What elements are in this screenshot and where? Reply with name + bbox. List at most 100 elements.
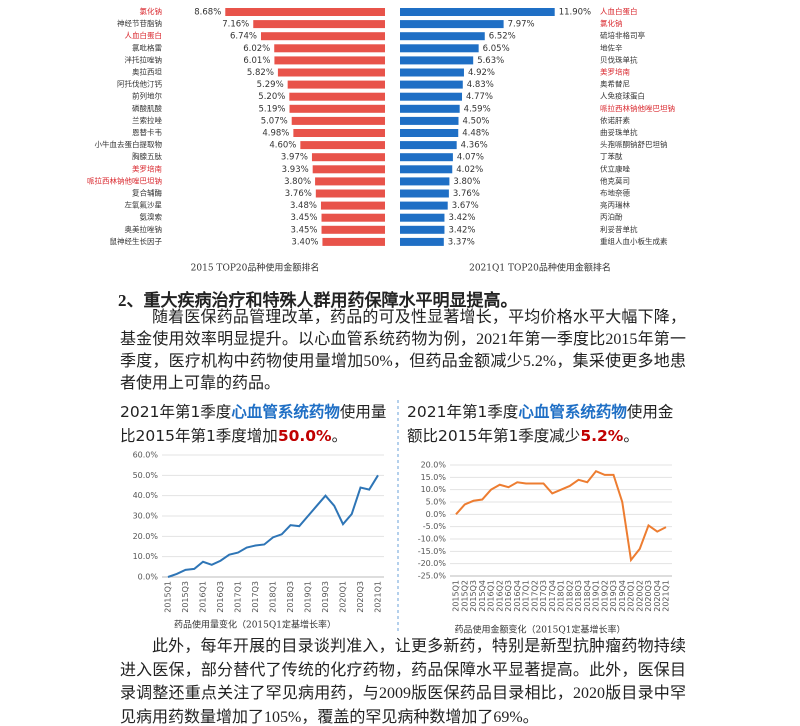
title-part: 。 <box>623 427 639 445</box>
value-label: 6.74% <box>230 32 257 42</box>
chart-caption: 药品使用量变化（2015Q1定基增长率） <box>174 619 336 631</box>
y-tick-label: 10.0% <box>133 552 159 561</box>
category-label: 伏立康唑 <box>600 163 630 173</box>
x-tick-label: 2020Q2 <box>635 580 644 612</box>
bar <box>274 44 385 53</box>
bar <box>400 225 445 234</box>
bar <box>320 201 385 210</box>
bar <box>400 153 453 162</box>
value-label: 3.42% <box>448 213 475 223</box>
value-label: 6.52% <box>489 32 516 42</box>
category-label: 复合辅酶 <box>132 188 162 198</box>
bar <box>400 20 504 29</box>
x-tick-label: 2020Q4 <box>653 580 662 612</box>
category-label: 依诺肝素 <box>600 115 630 125</box>
value-label: 4.77% <box>466 92 493 102</box>
paragraph: 此外，每年开展的目录谈判准入，让更多新药，特别是新型抗肿瘤药物持续进入医保，部分… <box>120 638 686 726</box>
category-label: 氯化钠 <box>600 18 623 28</box>
x-tick-label: 2015Q1 <box>164 581 173 613</box>
x-tick-label: 2016Q3 <box>216 581 225 613</box>
x-tick-label: 2018Q4 <box>583 580 592 612</box>
paragraph: 随着医保药品管理改革，药品的可及性显著增长，平均价格水平大幅下降，基金使用效率明… <box>120 309 686 392</box>
y-tick-label: 30.0% <box>133 512 159 521</box>
category-label: 贝伐珠单抗 <box>600 54 638 64</box>
value-label: 5.82% <box>247 68 274 78</box>
data-line <box>455 469 667 563</box>
category-label: 磷酸肌酸 <box>132 103 162 113</box>
bar <box>400 201 448 210</box>
x-tick-label: 2019Q3 <box>609 580 618 612</box>
y-tick-label: 20.0% <box>133 532 159 541</box>
y-tick-label: -15.0% <box>418 547 447 556</box>
y-tick-label: 0.0% <box>426 510 447 519</box>
category-label: 头孢哌酮钠舒巴坦钠 <box>600 139 668 149</box>
category-label: 小牛血去蛋白提取物 <box>95 139 163 149</box>
category-label: 左氧氟沙星 <box>125 200 163 210</box>
title-part: 50.0% <box>277 427 332 445</box>
value-label: 3.40% <box>291 237 318 247</box>
bar <box>400 8 555 16</box>
category-label: 兰索拉唑 <box>132 115 162 125</box>
x-tick-label: 2017Q1 <box>234 581 243 613</box>
bar <box>400 32 485 41</box>
bar <box>312 165 385 174</box>
title-part: 心血管系统药物 <box>518 403 627 421</box>
x-tick-label: 2017Q3 <box>251 581 260 613</box>
category-label: 丁苯酞 <box>600 151 623 161</box>
value-label: 4.50% <box>463 116 490 126</box>
category-label: 人免疫球蛋白 <box>600 91 645 101</box>
category-label: 泮托拉唑钠 <box>125 54 163 64</box>
category-label: 美罗培南 <box>132 163 162 173</box>
bar <box>287 80 385 89</box>
category-label: 氯化钠 <box>140 6 163 16</box>
bar <box>400 237 444 246</box>
value-label: 3.76% <box>453 189 480 199</box>
title-part: 5.2% <box>580 427 624 445</box>
x-tick-label: 2019Q2 <box>600 580 609 612</box>
chart-caption: 2015 TOP20品种使用金额排名 <box>191 262 320 274</box>
data-line <box>167 474 379 578</box>
bar <box>400 92 463 101</box>
bar <box>315 177 385 186</box>
category-label: 奥美拉唑钠 <box>125 224 163 234</box>
x-tick-label: 2015Q4 <box>478 580 487 612</box>
x-tick-label: 2020Q3 <box>644 580 653 612</box>
title-part: 心血管系统药物 <box>231 403 340 421</box>
x-tick-label: 2015Q3 <box>469 580 478 612</box>
bar <box>300 141 385 150</box>
x-tick-label: 2017Q2 <box>530 580 539 612</box>
y-tick-label: -5.0% <box>423 522 447 531</box>
x-tick-label: 2020Q1 <box>339 581 348 613</box>
x-tick-label: 2015Q1 <box>452 580 461 612</box>
x-tick-label: 2018Q3 <box>574 580 583 612</box>
value-label: 5.20% <box>258 92 285 102</box>
category-label: 哌拉西林钠他唑巴坦钠 <box>87 175 162 185</box>
bar <box>315 189 385 198</box>
y-tick-label: 15.0% <box>421 473 447 482</box>
y-tick-label: 20.0% <box>421 461 447 470</box>
x-tick-label: 2018Q2 <box>565 580 574 612</box>
bar <box>400 68 464 77</box>
category-label: 重组人血小板生成素 <box>600 236 668 246</box>
value-label: 6.01% <box>243 56 270 66</box>
value-label: 4.07% <box>457 153 484 163</box>
value-label: 5.63% <box>477 56 504 66</box>
value-label: 4.60% <box>269 141 296 151</box>
category-label: 前列地尔 <box>132 91 162 101</box>
bar <box>289 104 385 113</box>
bar <box>400 165 453 174</box>
value-label: 5.29% <box>257 80 284 90</box>
category-label: 恩替卡韦 <box>132 127 162 137</box>
value-label: 4.83% <box>467 80 494 90</box>
x-tick-label: 2016Q2 <box>495 580 504 612</box>
value-label: 4.48% <box>462 129 489 139</box>
category-label: 哌拉西林钠他唑巴坦钠 <box>600 103 675 113</box>
category-label: 奥拉西坦 <box>132 67 162 77</box>
x-tick-label: 2021Q1 <box>662 580 671 612</box>
bar <box>400 56 474 65</box>
x-tick-label: 2019Q1 <box>304 581 313 613</box>
bar <box>260 32 385 41</box>
value-label: 3.45% <box>291 225 318 235</box>
heading: 2、重大疾病治疗和特殊人群用药保障水平明显提高。 <box>118 291 518 310</box>
